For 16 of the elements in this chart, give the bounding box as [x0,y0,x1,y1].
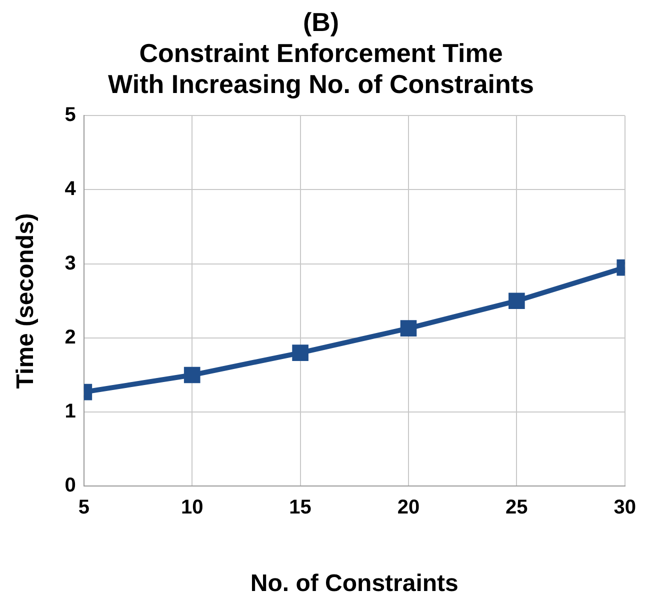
point [292,344,308,361]
x-tick-label: 30 [614,496,636,519]
y-tick-label: 4 [64,178,77,200]
y-tick-label: 0 [64,474,76,497]
y-tick-label: 5 [64,104,76,126]
x-tick-label: 20 [397,496,420,519]
y-tick-label: 1 [64,400,76,423]
point [400,320,417,336]
x-axis-title: No. of Constraints [250,570,458,598]
x-tick-label: 15 [289,496,312,519]
chart-title: (B) Constraint Enforcement Time With Increasing No. of Constraints [108,6,534,100]
y-tick-label: 2 [64,326,76,348]
y-tick-label: 3 [64,252,76,274]
x-tick-label: 10 [180,496,204,519]
x-tick-label: 25 [506,496,528,519]
y-axis-title: Time (seconds) [12,213,40,389]
